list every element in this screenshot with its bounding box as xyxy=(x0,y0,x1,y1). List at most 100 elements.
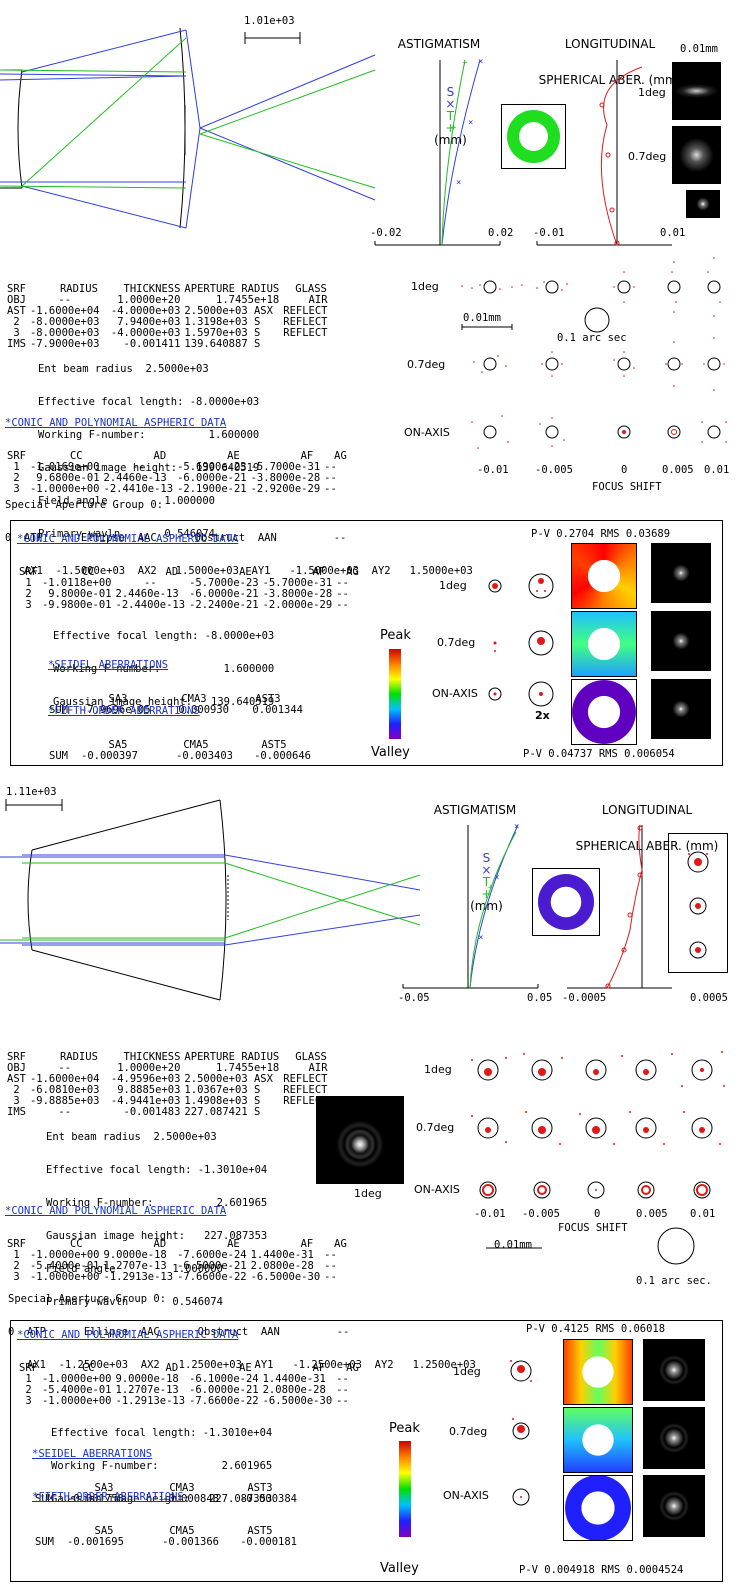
conic-table-b2: SRF CC AD AE AF AG 1 -1.0000e+00 9.0000e-18 -6.1… xyxy=(19,1341,363,1429)
pv-top-b2: P-V 0.4125 RMS 0.06018 xyxy=(526,1323,666,1335)
seidel-link-b2[interactable]: *SEIDEL ABERRATIONS xyxy=(32,1448,153,1460)
long-title-1-line1: LONGITUDINAL xyxy=(564,37,656,51)
param-line: Working F-number: 1.600000 xyxy=(38,429,260,441)
spot-row-label-1deg: 1deg xyxy=(411,280,439,293)
fifth-link-b1[interactable]: *FIFTH-ORDER ABERRATIONS xyxy=(48,705,200,717)
conic-link-b1[interactable]: *CONIC AND POLYNOMIAL ASPHERIC DATA xyxy=(17,533,239,545)
svg-text:+: + xyxy=(462,58,468,68)
fifth-table-b2: SA5 CMA5 AST5 SUM -0.001695 -0.001366 -0.0001… xyxy=(35,1504,301,1570)
conic-table-2: SRF CC AD AE AF AG 1 -1.0000e+00 9.0000e-18 -7.6… xyxy=(7,1217,351,1305)
wavefront-b1-onaxis xyxy=(571,679,637,745)
fifth-link-b2[interactable]: *FIFTH-ORDER ABERRATIONS xyxy=(32,1491,184,1503)
focus-tick: -0.005 xyxy=(535,464,573,476)
wavefront-b1-1deg xyxy=(571,543,637,609)
param-line: Effective focal length: -1.3010e+04 xyxy=(46,1164,268,1176)
astig-plot-2: × × × + xyxy=(402,822,539,989)
field-label-b2-07deg: 0.7deg xyxy=(449,1425,488,1438)
focus-tick: 0.005 xyxy=(636,1208,668,1220)
long-tick-1-left: -0.01 xyxy=(533,227,565,239)
param-line: Field angle 1.000000 xyxy=(46,1263,224,1275)
scale-label-1: 1.01e+03 xyxy=(244,15,295,27)
pupil-ring-2 xyxy=(538,874,594,930)
svg-text:+: + xyxy=(488,883,494,893)
conic-table-b2-grid: SRF CC AD AE AF AG 1 -1.0000e+00 9.0000e-18 -6.1… xyxy=(19,1362,359,1407)
param-line: Ent beam radius 2.5000e+03 xyxy=(38,363,209,375)
pupil-map-1 xyxy=(501,104,566,169)
psf-b1-onaxis xyxy=(651,679,711,739)
valley-label-b2: Valley xyxy=(380,1561,419,1576)
field-label-b2-onaxis: ON-AXIS xyxy=(443,1489,489,1502)
svg-text:×: × xyxy=(514,822,519,832)
conic-link-b2[interactable]: *CONIC AND POLYNOMIAL ASPHERIC DATA xyxy=(17,1329,239,1341)
spot-stack-2-svg xyxy=(687,851,709,959)
long-tick-1-right: 0.01 xyxy=(660,227,686,239)
long-plot-2 xyxy=(567,824,672,989)
analysis-box-1: *CONIC AND POLYNOMIAL ASPHERIC DATA SRF C… xyxy=(10,520,723,766)
spot-diagrams-1 xyxy=(461,257,727,449)
arc-label-1: 0.1 arc sec xyxy=(557,332,627,344)
field-label-b1-07deg: 0.7deg xyxy=(437,636,476,649)
astig-plot-1: × × × + + xyxy=(374,57,501,246)
spec-header: 0 ATP Ellipse AAC Obstruct AAN -- xyxy=(5,532,347,544)
legend-x: × xyxy=(445,97,456,111)
psf-image-onaxis xyxy=(686,190,720,218)
conic-link-1[interactable]: *CONIC AND POLYNOMIAL ASPHERIC DATA xyxy=(5,417,227,429)
param-line: Effective focal length: -8.0000e+03 xyxy=(53,630,275,642)
astig-title-2-text: ASTIGMATISM xyxy=(433,803,517,817)
spot-row-label-2-1deg: 1deg xyxy=(424,1063,452,1076)
fifth-grid-b1: SA5 CMA5 AST5 SUM -0.000397 -0.003403 -0.0006… xyxy=(49,739,311,762)
psf-b2-07deg xyxy=(643,1407,705,1469)
pv-top-b1: P-V 0.2704 RMS 0.03689 xyxy=(531,528,671,540)
psf-label-07deg: 0.7deg xyxy=(628,150,667,163)
param-line: Gaussian image height: 139.640519 xyxy=(38,462,260,474)
param-line: Ent beam radius 2.5000e+03 xyxy=(46,1131,217,1143)
svg-text:×: × xyxy=(478,933,483,943)
peak-label-b1: Peak xyxy=(380,628,411,643)
long-tick-2-right: 0.0005 xyxy=(690,992,728,1004)
svg-text:×: × xyxy=(468,118,473,128)
surface-table-1: SRF RADIUS THICKNESS APERTURE RADIUS GLASS O… xyxy=(7,262,332,372)
pupil-map-2 xyxy=(532,868,600,936)
seidel-table-b2: SA3 CMA3 AST3 SUM -0.001758 -0.000848 -0.0003… xyxy=(35,1461,301,1527)
arc-label-2: 0.1 arc sec. xyxy=(636,1275,712,1287)
focus-tick: 0 xyxy=(621,464,628,476)
spot-stack-2 xyxy=(668,833,728,973)
colorbar-b1 xyxy=(389,649,401,739)
field-label-b1-1deg: 1deg xyxy=(439,579,467,592)
astig-tick-2-right: 0.05 xyxy=(527,992,553,1004)
focus-tick: -0.01 xyxy=(477,464,509,476)
legend-s: S xyxy=(446,85,455,99)
psf-image-2-1deg xyxy=(316,1096,404,1184)
astig-title-text: ASTIGMATISM xyxy=(397,37,481,51)
spec-row: AX1 -1.2500e+03 AX2 1.2500e+03 AY1 -1.25… xyxy=(8,1359,476,1371)
spot-diagrams-2 xyxy=(471,1051,725,1265)
wavefront-b2-1deg xyxy=(563,1339,633,1405)
psf-b2-onaxis xyxy=(643,1475,705,1537)
long-plot-1 xyxy=(536,60,672,246)
param-line: Working F-number: 2.601965 xyxy=(51,1460,273,1472)
field-label-b2-1deg: 1deg xyxy=(453,1365,481,1378)
astig-tick-2-left: -0.05 xyxy=(398,992,430,1004)
focus-tick: 0.005 xyxy=(662,464,694,476)
conic-table-b1: SRF CC AD AE AF AG 1 -1.0118e+00 -- -5.7000e-23-… xyxy=(19,545,363,633)
seidel-table-b1: SA3 CMA3 AST3 SUM -7.9696e-05 0.000930 0.0013… xyxy=(49,672,307,738)
svg-text:+: + xyxy=(451,123,457,133)
psf-image-07deg xyxy=(672,126,721,184)
seidel-link-b1[interactable]: *SEIDEL ABERRATIONS xyxy=(48,659,169,671)
focus-shift-label-1: FOCUS SHIFT xyxy=(592,481,662,493)
spec-header: 0 ATP Ellipse AAC Obstruct AAN -- xyxy=(8,1326,350,1338)
conic-table-b1-grid: SRF CC AD AE AF AG 1 -1.0118e+00 -- -5.7000e-23-… xyxy=(19,566,359,611)
psf-label-1deg: 1deg xyxy=(638,86,666,99)
psf-label-2: 1deg xyxy=(354,1187,382,1200)
special-aperture-1: Special Aperture Group 0: 0 ATP Ellipse … xyxy=(5,478,473,599)
conic-link-2[interactable]: *CONIC AND POLYNOMIAL ASPHERIC DATA xyxy=(5,1205,227,1217)
param-line: Effective focal length: -1.3010e+04 xyxy=(51,1427,273,1439)
psf-scale-1: 0.01mm xyxy=(680,43,718,55)
surface-table-2: SRF RADIUS THICKNESS APERTURE RADIUS GLASS O… xyxy=(7,1030,332,1140)
param-line: Effective focal length: -8.0000e+03 xyxy=(38,396,260,408)
seidel-grid-b2: SA3 CMA3 AST3 SUM -0.001758 -0.000848 -0.0003… xyxy=(35,1482,297,1505)
psf-b2-1deg xyxy=(643,1339,705,1401)
surface-table-1-grid: SRF RADIUS THICKNESS APERTURE RADIUS GLASS O… xyxy=(7,283,328,350)
focus-tick: -0.01 xyxy=(474,1208,506,1220)
long-title-2-line1: LONGITUDINAL xyxy=(601,803,693,817)
